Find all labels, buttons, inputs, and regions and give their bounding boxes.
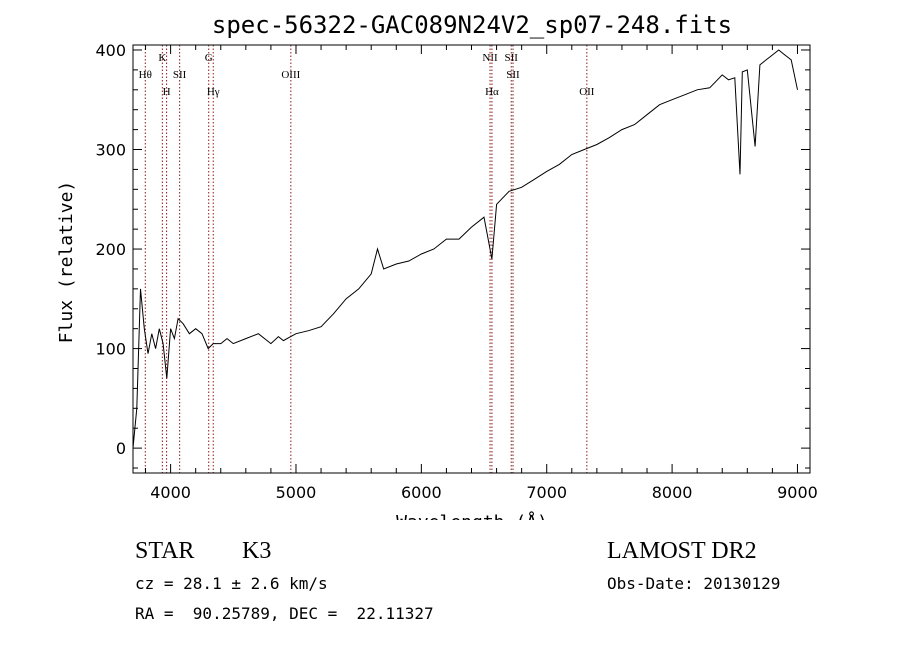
marker-label-3: SII xyxy=(173,69,187,81)
y-axis-label: Flux (relative) xyxy=(56,181,77,344)
spectrum-chart: spec-56322-GAC089N24V2_sp07-248.fits Hθ K… xyxy=(56,11,818,520)
marker-label-10: SII xyxy=(506,69,520,81)
chart-title: spec-56322-GAC089N24V2_sp07-248.fits xyxy=(212,11,732,39)
x-tick-label: 4000 xyxy=(150,483,191,502)
marker-label-0: Hθ xyxy=(139,69,152,81)
x-tick-label: 9000 xyxy=(777,483,818,502)
y-tick-label: 200 xyxy=(95,240,126,259)
y-tick-labels: 0 100 200 300 400 xyxy=(95,41,126,458)
x-tick-label: 5000 xyxy=(276,483,317,502)
x-tick-labels: 4000 5000 6000 7000 8000 9000 xyxy=(150,483,818,502)
marker-label-1: K xyxy=(158,52,166,64)
marker-label-7: NII xyxy=(482,52,498,64)
x-tick-label: 6000 xyxy=(401,483,442,502)
observation-date: Obs-Date: 20130129 xyxy=(607,574,781,593)
marker-label-2: H xyxy=(163,86,171,98)
y-tick-label: 100 xyxy=(95,340,126,359)
marker-label-11: OII xyxy=(579,86,595,98)
y-tick-label: 400 xyxy=(95,41,126,60)
object-type: STAR xyxy=(135,538,195,564)
spectrum-line xyxy=(132,49,798,449)
marker-label-4: G xyxy=(205,52,213,64)
redshift-cz: cz = 28.1 ± 2.6 km/s xyxy=(135,574,328,593)
plot-frame xyxy=(132,44,811,474)
marker-label-8: Hα xyxy=(485,86,499,98)
coordinates: RA = 90.25789, DEC = 22.11327 xyxy=(135,604,434,623)
y-tick-label: 0 xyxy=(116,439,126,458)
marker-label-6: OIII xyxy=(281,69,300,81)
marker-label-9: SII xyxy=(505,52,519,64)
survey-name: LAMOST DR2 xyxy=(607,538,757,564)
x-tick-label: 7000 xyxy=(526,483,567,502)
x-axis-label: Wavelength (Å) xyxy=(396,511,548,520)
axis-ticks xyxy=(133,45,810,473)
y-tick-label: 300 xyxy=(95,141,126,160)
x-tick-label: 8000 xyxy=(652,483,693,502)
subclass: K3 xyxy=(242,538,272,564)
marker-label-5: Hγ xyxy=(207,86,220,98)
